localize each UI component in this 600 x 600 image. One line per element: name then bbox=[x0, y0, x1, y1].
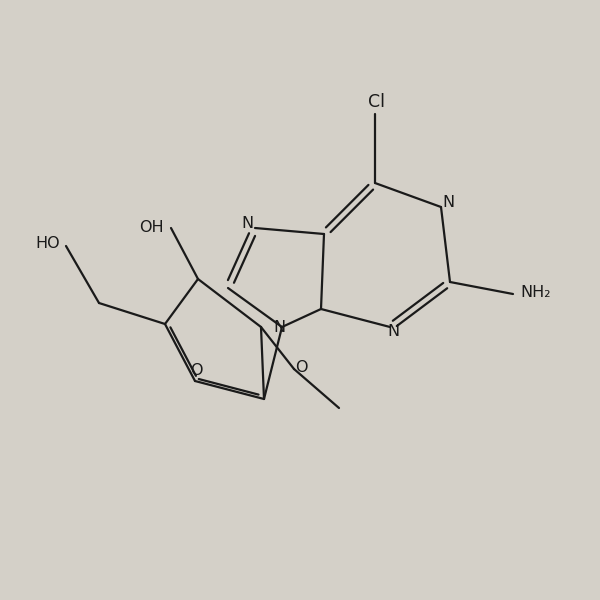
Text: N: N bbox=[442, 194, 454, 209]
Text: OH: OH bbox=[139, 220, 164, 235]
Text: O: O bbox=[295, 359, 307, 374]
Text: N: N bbox=[387, 324, 399, 340]
Text: O: O bbox=[190, 362, 202, 378]
Text: Cl: Cl bbox=[368, 93, 385, 111]
Text: N: N bbox=[273, 319, 285, 335]
Text: N: N bbox=[242, 215, 254, 230]
Text: NH₂: NH₂ bbox=[521, 286, 551, 301]
Text: HO: HO bbox=[35, 235, 61, 251]
